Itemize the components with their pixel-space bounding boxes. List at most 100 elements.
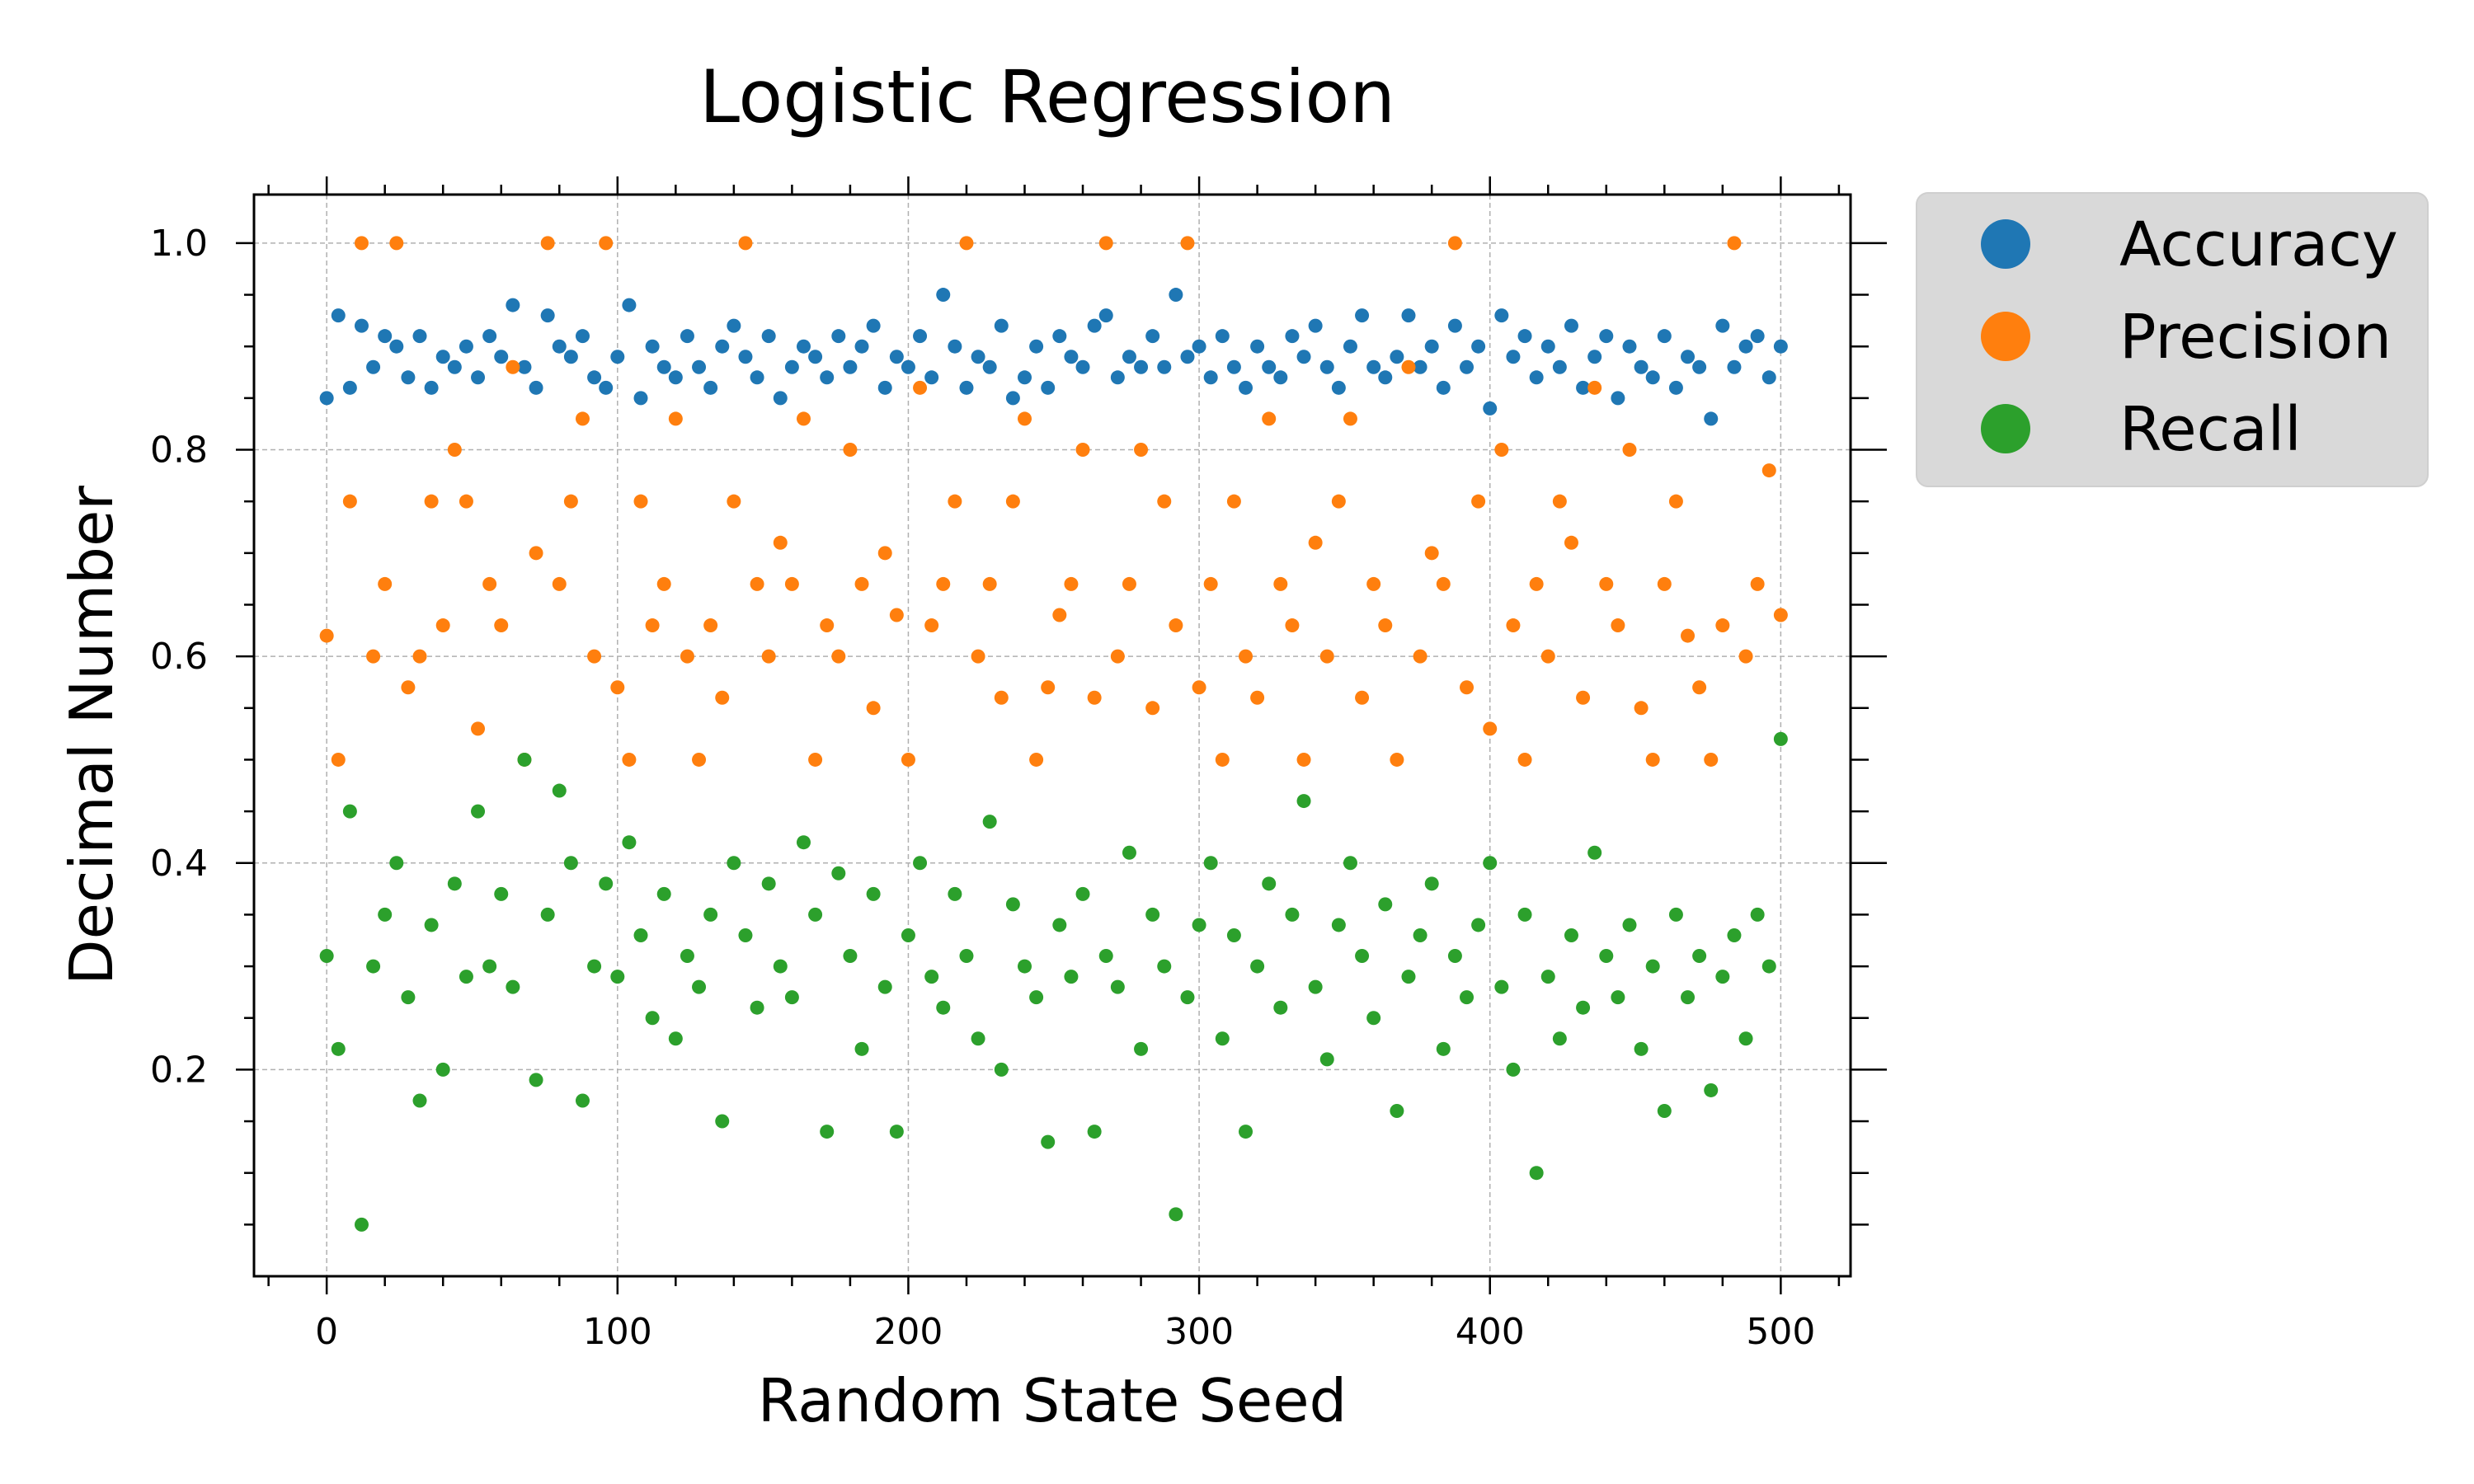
- precision-point: [1029, 752, 1044, 767]
- recall-point: [750, 1000, 764, 1015]
- accuracy-point: [552, 339, 567, 354]
- legend-marker-recall: [1981, 404, 2030, 453]
- precision-point: [1319, 649, 1334, 664]
- precision-point: [1471, 494, 1486, 509]
- accuracy-point: [738, 350, 753, 364]
- recall-point: [1098, 949, 1113, 964]
- accuracy-point: [1017, 370, 1032, 385]
- precision-point: [1273, 576, 1288, 591]
- accuracy-point: [656, 359, 671, 374]
- precision-point: [1704, 752, 1719, 767]
- precision-point: [1145, 701, 1160, 716]
- recall-point: [1668, 907, 1683, 922]
- accuracy-point: [1681, 350, 1696, 364]
- recall-point: [1622, 918, 1637, 932]
- precision-point: [1738, 649, 1753, 664]
- accuracy-point: [331, 308, 346, 323]
- accuracy-point: [668, 370, 683, 385]
- recall-point: [1319, 1052, 1334, 1067]
- accuracy-point: [1355, 308, 1370, 323]
- recall-point: [1587, 845, 1602, 860]
- accuracy-point: [784, 359, 799, 374]
- recall-point: [1773, 731, 1788, 746]
- precision-point: [1657, 576, 1672, 591]
- y-tick-label: 0.8: [150, 430, 208, 472]
- precision-point: [1192, 680, 1206, 695]
- precision-point: [540, 236, 555, 251]
- recall-point: [424, 918, 439, 932]
- recall-point: [866, 886, 881, 901]
- recall-point: [1366, 1011, 1381, 1026]
- recall-point: [1634, 1041, 1649, 1056]
- precision-point: [948, 494, 962, 509]
- y-axis-label: Decimal Number: [57, 486, 126, 985]
- recall-point: [1447, 949, 1462, 964]
- accuracy-point: [761, 329, 776, 344]
- precision-point: [1355, 690, 1370, 705]
- recall-point: [1250, 959, 1265, 974]
- accuracy-point: [1506, 350, 1521, 364]
- recall-point: [761, 876, 776, 891]
- precision-point: [1041, 680, 1056, 695]
- recall-point: [1017, 959, 1032, 974]
- precision-point: [1645, 752, 1660, 767]
- recall-point: [1203, 856, 1218, 871]
- accuracy-point: [959, 380, 974, 395]
- data-points: [319, 236, 1788, 1232]
- recall-point: [656, 886, 671, 901]
- accuracy-point: [1296, 350, 1311, 364]
- recall-point: [936, 1000, 951, 1015]
- recall-point: [1110, 979, 1125, 994]
- precision-point: [587, 649, 602, 664]
- precision-point: [1692, 680, 1707, 695]
- x-tick-label: 0: [315, 1311, 338, 1353]
- accuracy-point: [366, 359, 381, 374]
- recall-point: [435, 1062, 450, 1077]
- precision-point: [552, 576, 567, 591]
- precision-point: [656, 576, 671, 591]
- recall-point: [517, 752, 532, 767]
- accuracy-point: [1250, 339, 1265, 354]
- y-tick-labels: 0.2 0.4 0.6 0.8 1.0: [150, 223, 208, 1091]
- accuracy-point: [1471, 339, 1486, 354]
- recall-point: [354, 1217, 369, 1232]
- grid: [254, 195, 1851, 1276]
- recall-point: [1599, 949, 1614, 964]
- accuracy-point: [378, 329, 393, 344]
- recall-point: [784, 990, 799, 1005]
- accuracy-point: [1738, 339, 1753, 354]
- precision-point: [1169, 618, 1183, 633]
- accuracy-point: [1331, 380, 1346, 395]
- precision-point: [354, 236, 369, 251]
- recall-point: [982, 815, 997, 829]
- recall-point: [1436, 1041, 1451, 1056]
- plot-area: [252, 193, 1852, 1278]
- recall-point: [1517, 907, 1532, 922]
- recall-point: [1401, 970, 1416, 984]
- accuracy-point: [1319, 359, 1334, 374]
- recall-point: [1145, 907, 1160, 922]
- precision-point: [1122, 576, 1136, 591]
- accuracy-point: [1110, 370, 1125, 385]
- recall-point: [1285, 907, 1300, 922]
- recall-point: [959, 949, 974, 964]
- series-precision: [319, 236, 1788, 767]
- recall-point: [1413, 928, 1427, 942]
- precision-point: [1460, 680, 1475, 695]
- accuracy-point: [1634, 359, 1649, 374]
- accuracy-point: [610, 350, 625, 364]
- recall-point: [1343, 856, 1357, 871]
- precision-point: [971, 649, 985, 664]
- precision-point: [366, 649, 381, 664]
- precision-point: [854, 576, 869, 591]
- recall-point: [1460, 990, 1475, 1005]
- precision-point: [1761, 463, 1776, 478]
- precision-point: [529, 546, 543, 561]
- precision-point: [622, 752, 637, 767]
- recall-point: [1390, 1104, 1404, 1119]
- precision-point: [1715, 618, 1730, 633]
- precision-point: [412, 649, 427, 664]
- accuracy-point: [727, 318, 741, 333]
- accuracy-point: [1366, 359, 1381, 374]
